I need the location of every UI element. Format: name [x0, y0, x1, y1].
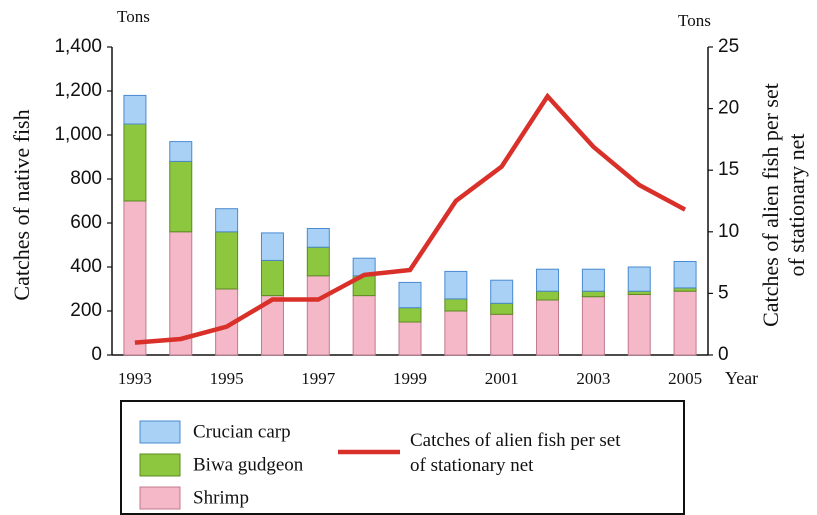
bar: [398, 321, 422, 356]
bar: [673, 290, 697, 356]
bar: [306, 275, 330, 356]
bar: [260, 232, 284, 261]
y-tick-label: 400: [70, 256, 102, 277]
bar: [444, 270, 468, 300]
bar: [536, 268, 560, 292]
legend-swatch: [139, 486, 181, 510]
bar: [444, 298, 468, 312]
bar: [536, 299, 560, 356]
y-tick-label: 1,200: [54, 80, 102, 101]
bar: [444, 310, 468, 356]
bar: [627, 266, 651, 292]
bar: [673, 261, 697, 289]
x-tick-label: 1995: [210, 369, 244, 388]
bar: [169, 160, 193, 233]
x-tick-label: 2001: [485, 369, 519, 388]
bar: [581, 296, 605, 356]
legend-label: Catches of alien fish per set of station…: [410, 430, 621, 476]
y2-tick-label: 5: [718, 282, 729, 303]
bar: [169, 141, 193, 162]
bar: [123, 94, 147, 125]
y-axis-label: Catches of native fish: [9, 109, 34, 300]
x-tick-label: 2003: [576, 369, 610, 388]
y-tick-label: 0: [91, 344, 102, 365]
y-tick-label: 800: [70, 168, 102, 189]
legend-label: Shrimp: [193, 487, 249, 508]
y-tick-label: 1,000: [54, 124, 102, 145]
bar: [352, 295, 376, 356]
bar: [490, 302, 514, 315]
legend-swatch: [139, 453, 181, 477]
legend-swatch: [139, 420, 181, 444]
x-tick-label: 1997: [301, 369, 336, 388]
bar: [215, 208, 239, 233]
line: [134, 92, 687, 345]
y-unit: Tons: [117, 7, 150, 26]
legend-label: Biwa gudgeon: [193, 454, 304, 475]
bar: [306, 246, 330, 277]
y2-tick-label: 10: [718, 221, 739, 242]
y2-axis-label: of stationary net: [784, 134, 809, 277]
bar: [123, 123, 147, 202]
bar: [398, 307, 422, 323]
y2-tick-label: 0: [718, 344, 729, 365]
y2-unit: Tons: [678, 11, 711, 30]
y2-tick-label: 15: [718, 159, 739, 180]
bar: [581, 268, 605, 292]
x-tick-label: 1993: [118, 369, 152, 388]
bar: [627, 294, 651, 356]
bar: [490, 313, 514, 356]
bar: [398, 281, 422, 309]
bar: [581, 290, 605, 298]
bar: [306, 228, 330, 248]
bar: [260, 259, 284, 297]
y2-tick-label: 20: [718, 98, 739, 119]
x-tick-label: 2005: [668, 369, 702, 388]
x-axis-label: Year: [725, 368, 758, 388]
y2-tick-label: 25: [718, 36, 739, 57]
legend-label: Crucian carp: [193, 421, 291, 442]
y-tick-label: 200: [70, 300, 102, 321]
y2-axis-label: Catches of alien fish per set: [758, 83, 783, 327]
legend-box: [120, 400, 685, 515]
bar: [490, 279, 514, 304]
bar: [215, 231, 239, 290]
y-tick-label: 600: [70, 212, 102, 233]
x-tick-label: 1999: [393, 369, 427, 388]
bar: [536, 290, 560, 301]
y-tick-label: 1,400: [54, 36, 102, 57]
bar: [123, 200, 147, 356]
